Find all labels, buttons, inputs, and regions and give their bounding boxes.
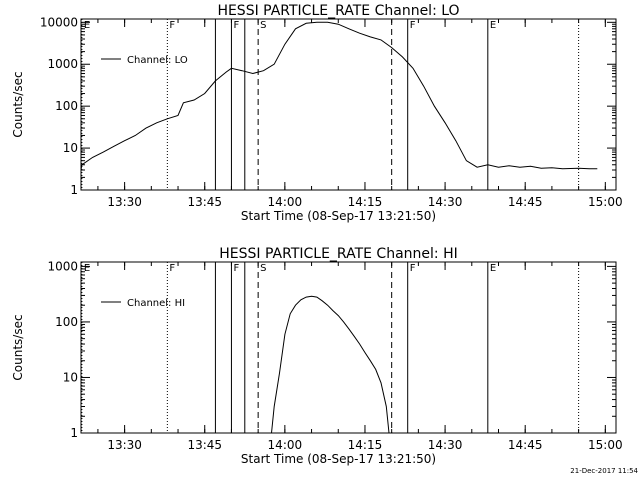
y-tick-label: 100 [55,315,78,329]
annotation-flag: F [233,263,239,274]
y-tick-label: 10000 [40,15,78,29]
x-tick-label: 13:45 [187,438,222,452]
x-axis-label: Start Time (08-Sep-17 13:21:50) [241,209,436,223]
annotation-flag: E [84,263,90,274]
x-tick-label: 14:45 [508,195,543,209]
x-tick-label: 14:00 [268,438,303,452]
x-tick-label: 14:45 [508,438,543,452]
y-tick-label: 1 [70,183,78,197]
footer-timestamp: 21-Dec-2017 11:54 [570,467,638,475]
y-tick-label: 1000 [47,259,78,273]
series-line [80,21,598,171]
x-tick-label: 13:30 [107,438,142,452]
annotation-flag: E [490,20,496,31]
plot-frame [80,261,617,434]
annotation-flag: E [490,263,496,274]
series-line [271,295,390,434]
x-tick-label: 14:15 [348,195,383,209]
legend-entry: Channel: HI [127,298,185,309]
x-tick-label: 13:30 [107,195,142,209]
x-tick-label: 14:15 [348,438,383,452]
annotation-flag: E [84,20,90,31]
y-tick-label: 10 [63,141,78,155]
y-tick-label: 1 [70,426,78,440]
y-axis-label: Counts/sec [11,314,25,380]
chart-1: HESSI PARTICLE_RATE Channel: LO 13:30 13:4… [11,3,623,223]
y-axis-label: Counts/sec [11,71,25,137]
x-tick-label: 14:00 [268,195,303,209]
x-axis-label: Start Time (08-Sep-17 13:21:50) [241,452,436,466]
annotation-flag: S [260,20,266,31]
y-tick-label: 100 [55,99,78,113]
legend-entry: Channel: LO [127,55,188,66]
x-tick-label: 15:00 [588,195,623,209]
chart-title: HESSI PARTICLE_RATE Channel: LO [217,3,459,19]
annotation-flag: F [410,263,416,274]
annotation-flag: F [169,20,175,31]
x-tick-label: 14:30 [428,438,463,452]
chart-2: HESSI PARTICLE_RATE Channel: HI 13:30 13:4… [11,246,623,466]
annotation-flag: F [410,20,416,31]
annotation-flag: S [260,263,266,274]
x-tick-label: 15:00 [588,438,623,452]
plot-frame [80,18,617,191]
x-tick-label: 14:30 [428,195,463,209]
y-tick-label: 1000 [47,57,78,71]
x-tick-label: 13:45 [187,195,222,209]
y-tick-label: 10 [63,370,78,384]
chart-title: HESSI PARTICLE_RATE Channel: HI [219,246,457,262]
annotation-flag: F [233,20,239,31]
annotation-flag: F [169,263,175,274]
